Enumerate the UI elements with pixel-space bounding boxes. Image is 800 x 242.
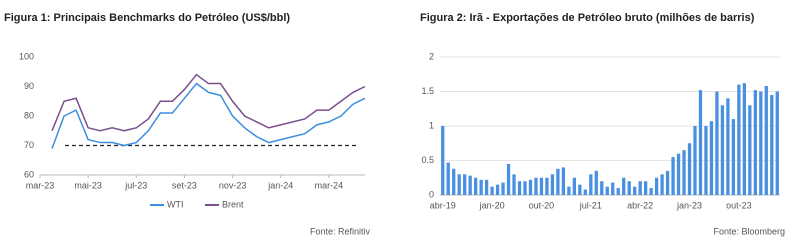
bar (490, 186, 494, 195)
bar (512, 174, 516, 195)
y-tick-label: 90 (24, 81, 34, 91)
bar (715, 91, 719, 195)
bar (506, 163, 511, 195)
bar (583, 189, 587, 195)
bar (737, 84, 741, 195)
bar (726, 98, 730, 195)
y-tick-label: 80 (24, 110, 34, 120)
x-tick-label: jan-24 (267, 180, 293, 190)
bar (649, 188, 653, 195)
bar (556, 168, 560, 195)
bar (441, 126, 445, 195)
bar (495, 184, 500, 195)
bar (589, 174, 593, 195)
bar (731, 119, 736, 195)
legend-label: WTI (167, 199, 184, 209)
y-tick-label: 100 (19, 51, 34, 61)
bar (561, 167, 566, 195)
bar (676, 153, 681, 195)
bar (627, 181, 631, 195)
bar (682, 150, 686, 195)
bar (457, 174, 461, 195)
bar (709, 121, 714, 195)
bar (468, 175, 472, 195)
line-series (51, 73, 366, 132)
bar (660, 174, 664, 195)
bar (594, 170, 598, 195)
bar (605, 186, 609, 195)
y-tick-label: 0.5 (421, 155, 434, 165)
bar (742, 83, 746, 195)
y-tick-label: 0 (429, 189, 434, 199)
bar (501, 182, 505, 195)
y-tick-label: 2 (429, 51, 434, 61)
bar (446, 162, 450, 195)
bar (517, 181, 522, 195)
x-tick-label: out-20 (529, 200, 555, 210)
bar (753, 90, 757, 195)
bar (463, 174, 467, 195)
bar (654, 177, 659, 195)
bar (572, 177, 576, 195)
x-tick-label: mar-24 (315, 180, 344, 190)
chart-title: Figura 1: Principais Benchmarks do Petró… (4, 12, 290, 24)
bar (539, 177, 544, 195)
y-tick-label: 1 (429, 120, 434, 130)
bar (693, 126, 697, 195)
bar (698, 90, 703, 195)
x-tick-label: set-23 (172, 180, 197, 190)
bar (671, 157, 675, 195)
bar (452, 168, 456, 195)
x-tick-label: out-23 (726, 200, 752, 210)
bar (770, 94, 774, 195)
bar (759, 91, 763, 195)
bar (644, 181, 648, 195)
x-tick-label: abr-19 (430, 200, 456, 210)
bar (578, 184, 582, 195)
bar (633, 186, 637, 195)
bar (484, 179, 489, 195)
bar (611, 182, 615, 195)
bar (600, 181, 604, 195)
y-tick-label: 60 (24, 169, 34, 179)
bar (545, 177, 549, 195)
bar (665, 170, 670, 195)
bar (528, 179, 533, 195)
bar (775, 91, 779, 195)
source-note: Fonte: Refinitiv (310, 226, 371, 236)
x-tick-label: mai-23 (74, 180, 102, 190)
bar (748, 105, 752, 195)
x-tick-label: nov-23 (219, 180, 247, 190)
x-tick-label: jan-23 (676, 200, 702, 210)
bar (622, 177, 626, 195)
legend-label: Brent (222, 199, 244, 209)
bar (567, 186, 571, 195)
bar (764, 85, 768, 195)
bar (479, 179, 483, 195)
x-tick-label: jul-21 (579, 200, 602, 210)
bar (638, 181, 642, 195)
x-tick-label: mar-23 (26, 180, 55, 190)
bar (720, 105, 725, 195)
bar (687, 143, 692, 195)
bar (523, 181, 527, 195)
line-series (51, 82, 366, 149)
bar (550, 174, 555, 195)
x-tick-label: jan-20 (479, 200, 505, 210)
bar (534, 177, 538, 195)
bar (616, 188, 620, 195)
x-tick-label: jul-23 (124, 180, 147, 190)
y-tick-label: 1.5 (421, 86, 434, 96)
source-note: Fonte: Bloomberg (713, 226, 785, 236)
y-tick-label: 70 (24, 140, 34, 150)
bar (704, 126, 708, 195)
x-tick-label: abr-22 (627, 200, 653, 210)
chart-title: Figura 2: Irã - Exportações de Petróleo … (420, 12, 755, 24)
bar (474, 177, 478, 195)
